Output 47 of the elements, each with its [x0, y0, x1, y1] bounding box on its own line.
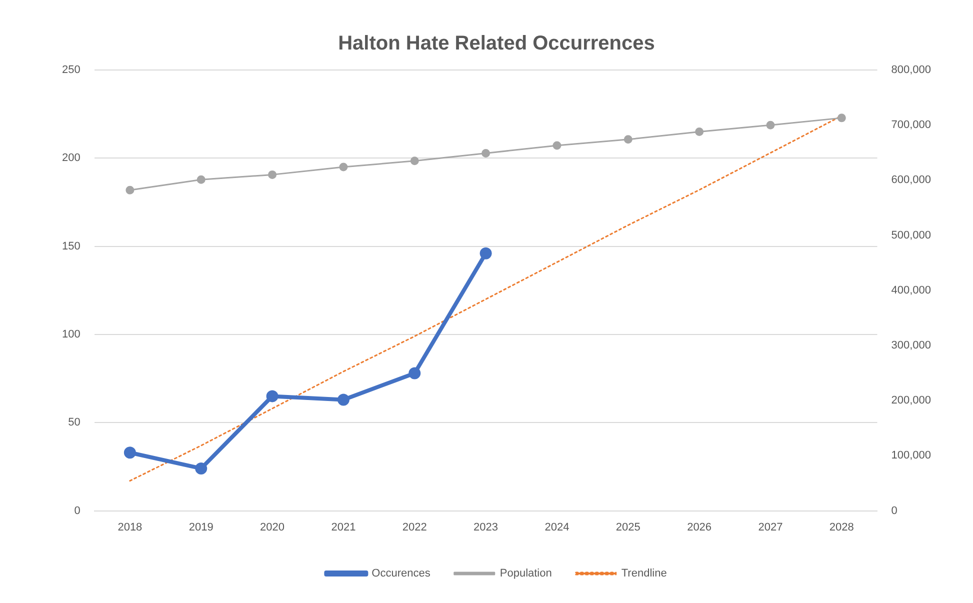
point	[268, 170, 277, 179]
x-tick-label: 2023	[474, 521, 498, 534]
point	[266, 390, 278, 402]
y2-tick-label: 200,000	[891, 394, 932, 407]
point	[695, 127, 704, 136]
point	[766, 120, 775, 130]
y-tick-label: 250	[62, 64, 80, 76]
y-tick-label: 200	[62, 152, 80, 164]
y-tick-label: 50	[68, 416, 80, 429]
point	[195, 462, 208, 474]
x-tick-label: 2025	[616, 521, 640, 534]
x-tick-label: 2021	[331, 521, 356, 534]
y2-tick-label: 800,000	[891, 64, 932, 76]
x-tick-label: 2024	[544, 521, 570, 534]
x-tick-label: 2028	[829, 521, 854, 534]
point	[408, 367, 421, 380]
legend-label: Population	[500, 568, 552, 580]
point	[410, 156, 419, 166]
point	[339, 162, 348, 172]
point	[624, 135, 632, 144]
x-tick-label: 2018	[118, 521, 142, 534]
legend-label: Occurences	[372, 568, 431, 580]
point	[337, 394, 350, 406]
y-tick-label: 100	[62, 328, 80, 341]
point	[196, 175, 206, 184]
y2-tick-label: 0	[891, 504, 898, 517]
y2-tick-label: 600,000	[891, 174, 932, 186]
y2-tick-label: 300,000	[891, 340, 932, 352]
x-tick-label: 2020	[260, 521, 285, 534]
point	[837, 114, 846, 122]
y-tick-label: 0	[74, 504, 80, 517]
point	[552, 141, 562, 150]
x-tick-label: 2027	[758, 521, 783, 534]
legend-label: Trendline	[621, 568, 667, 580]
point	[482, 148, 490, 158]
y2-tick-label: 100,000	[891, 450, 932, 462]
y2-tick-label: 700,000	[891, 119, 932, 132]
point	[126, 186, 134, 194]
point	[480, 247, 492, 260]
point	[124, 446, 136, 459]
chart-title: Halton Hate Related Occurrences	[338, 32, 655, 55]
y2-tick-label: 500,000	[891, 229, 932, 242]
y2-tick-label: 400,000	[891, 284, 932, 296]
y-tick-label: 150	[62, 240, 80, 252]
x-tick-label: 2022	[402, 521, 427, 534]
x-tick-label: 2019	[188, 521, 214, 534]
x-tick-label: 2026	[687, 521, 712, 534]
